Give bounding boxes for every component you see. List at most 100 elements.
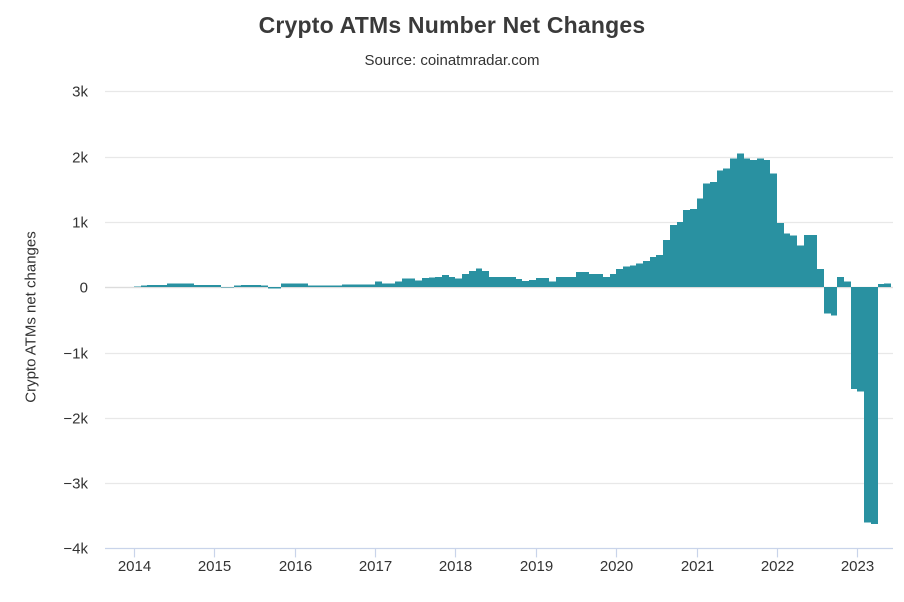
bar-2021-12 [770, 173, 777, 288]
bar-2015-05 [241, 285, 248, 288]
bar-2022-11 [844, 281, 851, 288]
bar-2014-06 [167, 283, 174, 288]
bar-2018-01 [455, 278, 462, 288]
bar-2021-05 [723, 168, 730, 288]
bar-2020-12 [690, 208, 697, 288]
bar-2014-03 [147, 285, 154, 288]
y-tick-label: −4k [63, 541, 88, 558]
bar-2023-05 [884, 283, 891, 288]
bar-2017-08 [422, 278, 429, 288]
x-tick-label: 2016 [279, 558, 312, 575]
bar-2018-02 [462, 274, 469, 288]
bar-2016-11 [362, 284, 368, 288]
bar-2017-06 [409, 278, 415, 288]
y-tick-label: 2k [72, 150, 88, 167]
bar-2019-04 [556, 276, 563, 288]
bar-2017-01 [375, 281, 382, 288]
bar-2016-08 [342, 284, 348, 288]
y-tick-label: −3k [63, 476, 88, 493]
bar-2022-12 [851, 287, 857, 390]
bar-2021-09 [750, 159, 757, 288]
y-tick-label: −1k [63, 346, 88, 363]
bar-2016-06 [328, 285, 335, 288]
bar-2018-12 [529, 280, 536, 288]
x-tick-label: 2017 [359, 558, 392, 575]
bar-2016-03 [308, 285, 315, 288]
bar-2022-06 [811, 234, 817, 288]
y-tick-label: −2k [63, 411, 88, 428]
bar-2017-09 [429, 277, 435, 288]
bar-2020-08 [663, 240, 670, 288]
bar-2018-11 [522, 280, 529, 288]
bar-2018-04 [476, 268, 482, 288]
bar-2020-09 [670, 225, 677, 288]
bar-2016-07 [335, 285, 342, 288]
bar-2016-05 [321, 285, 328, 288]
bar-2020-07 [656, 255, 663, 288]
bar-2015-01 [214, 285, 221, 288]
bar-2018-08 [502, 276, 509, 288]
chart-title: Crypto ATMs Number Net Changes [258, 12, 646, 38]
bar-2014-12 [208, 285, 214, 288]
bar-2023-03 [871, 287, 878, 525]
bar-2019-11 [603, 276, 610, 288]
bar-2014-04 [154, 285, 161, 288]
bar-2020-03 [630, 265, 636, 288]
y-tick-label: 0 [80, 280, 88, 297]
bar-2014-07 [174, 283, 181, 288]
bar-2022-07 [817, 268, 824, 288]
bar-2015-09 [268, 287, 275, 289]
bar-2019-01 [536, 278, 543, 288]
bar-2016-04 [315, 285, 321, 288]
bar-2022-09 [831, 287, 837, 316]
bar-2023-01 [857, 287, 864, 392]
bar-2016-10 [355, 284, 362, 288]
bar-2020-01 [616, 268, 623, 288]
x-tick-label: 2020 [600, 558, 633, 575]
bar-2014-09 [187, 283, 194, 288]
bar-2019-06 [569, 276, 576, 288]
x-tick-label: 2021 [681, 558, 714, 575]
bar-2015-11 [281, 283, 288, 288]
bar-2014-02 [141, 285, 147, 288]
bar-2016-01 [295, 283, 301, 288]
x-tick-label: 2019 [520, 558, 553, 575]
chart-subtitle: Source: coinatmradar.com [364, 52, 540, 69]
bar-2022-01 [777, 223, 784, 288]
bar-2019-10 [596, 274, 603, 288]
bar-2015-12 [288, 283, 295, 288]
bar-2020-11 [683, 210, 690, 288]
bar-2019-12 [610, 274, 616, 288]
bar-2014-08 [181, 283, 187, 288]
bar-2019-02 [543, 278, 549, 288]
bar-2021-04 [717, 170, 723, 288]
bar-2021-11 [764, 159, 770, 288]
x-tick-label: 2023 [841, 558, 874, 575]
bar-2022-10 [837, 276, 844, 288]
bar-2018-05 [482, 270, 489, 288]
bar-2018-07 [496, 276, 502, 288]
bar-2021-06 [730, 158, 737, 288]
bar-2016-09 [348, 284, 355, 288]
bar-2020-10 [677, 221, 683, 288]
bar-2018-06 [489, 276, 496, 288]
x-tick-label: 2014 [118, 558, 151, 575]
bar-2022-02 [784, 233, 790, 288]
bar-2022-08 [824, 287, 831, 314]
bar-2017-12 [449, 276, 455, 288]
bar-2022-05 [804, 234, 811, 288]
bar-2017-04 [395, 281, 402, 288]
bar-2014-11 [201, 285, 208, 288]
bar-2014-05 [161, 285, 167, 288]
bar-2023-04 [878, 283, 884, 288]
bar-2014-01 [134, 286, 141, 288]
bar-2017-02 [382, 283, 388, 288]
bar-2015-10 [275, 287, 281, 289]
bar-2019-03 [549, 281, 556, 288]
bar-2021-01 [697, 198, 703, 288]
bar-2019-08 [583, 271, 589, 288]
bar-2023-02 [864, 287, 871, 523]
bar-2020-05 [643, 261, 650, 288]
